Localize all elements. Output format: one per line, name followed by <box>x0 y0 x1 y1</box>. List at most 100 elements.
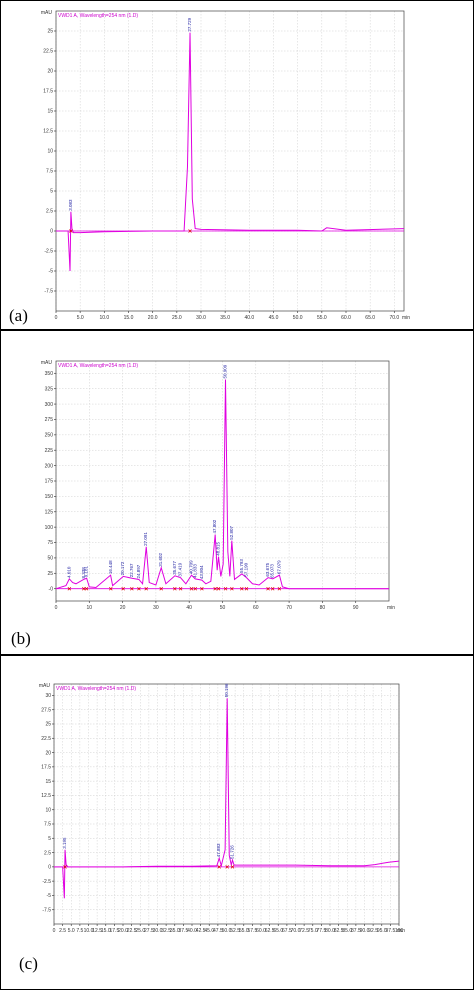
x-tick-label: 47.5 <box>213 928 223 934</box>
integration-marker <box>217 865 221 869</box>
peak-retention-label: 3.083 <box>68 199 73 211</box>
x-tick-label: 25.0 <box>172 315 182 321</box>
x-tick-label: 67.5 <box>282 928 292 934</box>
peak-retention-label: 4.010 <box>66 566 71 578</box>
y-tick-label: 27.5 <box>41 707 51 713</box>
peak-retention-label: 50.909 <box>223 364 228 378</box>
integration-marker <box>130 586 134 591</box>
x-tick-label: 97.5 <box>386 928 396 934</box>
y-tick-label: 15 <box>45 779 51 785</box>
x-tick-label: 20.0 <box>118 928 128 934</box>
y-tick-label: 5 <box>48 836 51 842</box>
panel-letter: (b) <box>11 629 31 648</box>
x-tick-label: 50 <box>220 605 226 611</box>
x-tick-label: 62.5 <box>265 928 275 934</box>
x-tick-label: 72.5 <box>299 928 309 934</box>
integration-marker <box>270 586 275 591</box>
x-tick-label: 15.0 <box>101 928 111 934</box>
peak-retention-label: 37.419 <box>178 562 183 576</box>
x-tick-label: 90 <box>353 605 359 611</box>
x-tick-label: 70 <box>286 605 292 611</box>
integration-marker <box>193 586 198 591</box>
peak-retention-label: 20.172 <box>120 561 125 575</box>
integration-marker <box>67 586 72 591</box>
integration-marker <box>109 586 113 591</box>
peak-retention-label: 65.073 <box>270 564 275 578</box>
peak-retention-label: 9.181 <box>84 565 89 577</box>
x-tick-label: 30.0 <box>196 315 206 321</box>
x-tick-label: 40 <box>186 605 192 611</box>
panel-letter: (c) <box>19 954 38 973</box>
peak-retention-label: 50.196 <box>224 683 229 697</box>
y-unit-label: mAU <box>39 683 51 689</box>
y-tick-label: 0 <box>50 229 53 235</box>
legend-label: VWD1 A, Wavelength=254 nm (1.D) <box>58 363 138 369</box>
chromatogram-panel-a: 0 5.0 10.0 15.0 20.0 25.0 30.0 35.0 40.0 45.0 50.0… <box>0 0 474 330</box>
integration-marker <box>266 586 270 591</box>
peak-retention-label: 57.190 <box>243 562 248 576</box>
y-tick-label: 325 <box>45 386 54 392</box>
y-tick-label: 25 <box>47 29 53 35</box>
x-unit-label: min <box>397 928 405 934</box>
y-tick-label: 10 <box>47 149 53 155</box>
x-tick-label: 42.5 <box>196 928 206 934</box>
x-tick-label: 12.5 <box>92 928 102 934</box>
peak-retention-label: 63.675 <box>265 562 270 576</box>
x-tick-label: 50.0 <box>222 928 232 934</box>
x-tick-label: 45.0 <box>269 315 279 321</box>
y-tick-label: 15 <box>47 109 53 115</box>
x-tick-label: 30 <box>153 605 159 611</box>
x-tick-label: 70.0 <box>291 928 301 934</box>
peak-retention-label: 24.897 <box>136 564 141 578</box>
legend-label: VWD1 A, Wavelength=254 nm (1.D) <box>58 13 138 19</box>
y-tick-label: -7.5 <box>44 289 53 295</box>
plot-area-frame <box>55 10 405 312</box>
chromatogram-c-plot: 0 2.5 5.0 7.5 10.012.515.017.520.022.525.027… <box>19 683 405 973</box>
x-tick-label: 40.0 <box>187 928 197 934</box>
x-tick-label: 22.5 <box>127 928 137 934</box>
chromatogram-trace <box>56 32 405 272</box>
x-tick-label: 45.0 <box>204 928 214 934</box>
x-tick-label: 7.5 <box>76 928 83 934</box>
x-tick-label: 87.5 <box>351 928 361 934</box>
chromatogram-trace <box>55 379 389 590</box>
peak-retention-label: 48.815 <box>216 541 221 555</box>
x-tick-label: 17.5 <box>110 928 120 934</box>
y-tick-label: 20 <box>47 69 53 75</box>
x-tick-label: 37.5 <box>179 928 189 934</box>
y-tick-label: 7.5 <box>44 822 51 828</box>
integration-marker <box>240 586 244 591</box>
y-tick-label: 30 <box>45 693 51 699</box>
x-tick-label: 77.5 <box>317 928 327 934</box>
chromatogram-b-plot: 0 10 20 30 40 50 60 70 80 90 -0 25 50 75 100 125 150 175 2… <box>11 360 395 648</box>
x-tick-label: 80.0 <box>325 928 335 934</box>
peak-retention-label: 47.802 <box>212 519 217 533</box>
x-tick-label: 35.0 <box>170 928 180 934</box>
integration-marker <box>173 586 177 591</box>
x-tick-label: 10.0 <box>99 315 109 321</box>
x-tick-label: 5.0 <box>68 928 75 934</box>
x-tick-label: 57.5 <box>248 928 258 934</box>
peak-retention-label: 40.709 <box>189 560 194 574</box>
y-tick-label: -2.5 <box>42 879 51 885</box>
y-tick-label: 50 <box>47 556 53 562</box>
y-tick-label: 2.5 <box>46 209 53 215</box>
panel-letter: (a) <box>9 306 28 325</box>
chromatogram-panel-b: 0 10 20 30 40 50 60 70 80 90 -0 25 50 75 100 125 150 175 2… <box>0 330 474 655</box>
peak-retention-label: 43.804 <box>199 565 204 579</box>
y-tick-label: 225 <box>45 448 54 454</box>
integration-marker <box>216 586 221 591</box>
integration-marker <box>121 586 125 591</box>
y-tick-label: 75 <box>47 540 53 546</box>
x-tick-label: 20 <box>120 605 126 611</box>
y-tick-label: -5 <box>47 893 52 899</box>
y-tick-label: 275 <box>45 417 54 423</box>
x-unit-label: min <box>402 315 410 321</box>
y-tick-label: 350 <box>45 371 54 377</box>
peak-retention-label: 51.726 <box>229 845 234 859</box>
x-tick-label: 20.0 <box>148 315 158 321</box>
y-tick-label: 250 <box>45 433 54 439</box>
x-tick-label: 92.5 <box>368 928 378 934</box>
chromatogram-panel-c: 0 2.5 5.0 7.5 10.0 12.5 15.0 17.5 20.0 22.5 25.0 27… <box>0 655 474 990</box>
x-tick-label: 15.0 <box>124 315 134 321</box>
